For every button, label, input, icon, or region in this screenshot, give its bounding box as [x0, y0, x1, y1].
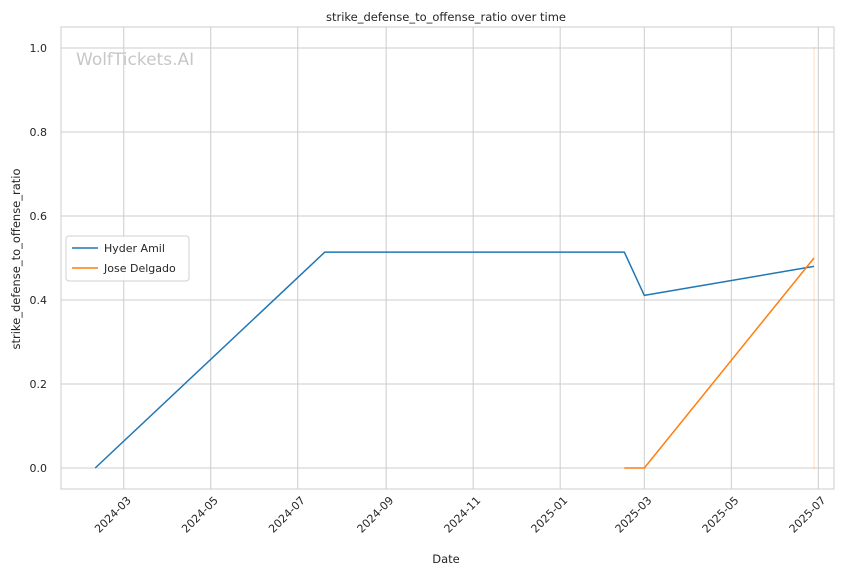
grid [61, 27, 834, 489]
x-tick-label: 2025-05 [700, 494, 742, 536]
x-tick-label: 2024-09 [355, 494, 397, 536]
x-tick-labels: 2024-03 2024-05 2024-07 2024-09 2024-11 2025-… [92, 494, 828, 536]
y-tick-label: 0.0 [30, 462, 48, 475]
x-tick-label: 2025-01 [529, 494, 571, 536]
plot-frame [60, 26, 835, 490]
legend-label: Hyder Amil [104, 242, 165, 255]
series-line-jose-delgado [624, 257, 815, 469]
y-tick-labels: 0.0 0.2 0.4 0.6 0.8 1.0 [30, 42, 48, 475]
y-tick-label: 0.4 [30, 294, 48, 307]
x-tick-label: 2024-05 [179, 494, 221, 536]
y-axis-label: strike_defense_to_offense_ratio [9, 168, 23, 349]
x-tick-label: 2024-07 [266, 494, 308, 536]
series-line-hyder-amil [94, 251, 815, 469]
chart-title: strike_defense_to_offense_ratio over tim… [326, 10, 566, 24]
y-tick-label: 0.6 [30, 210, 48, 223]
x-tick-label: 2024-11 [442, 494, 484, 536]
x-tick-label: 2025-03 [613, 494, 655, 536]
x-tick-label: 2024-03 [92, 494, 134, 536]
y-tick-label: 0.2 [30, 378, 48, 391]
legend: Hyder Amil Jose Delgado [65, 235, 190, 282]
watermark: WolfTickets.AI [76, 50, 194, 70]
x-tick-label: 2025-07 [787, 494, 829, 536]
legend-label: Jose Delgado [103, 262, 176, 275]
y-tick-label: 0.8 [30, 126, 48, 139]
y-tick-label: 1.0 [30, 42, 48, 55]
series-layer [94, 47, 815, 469]
x-axis-label: Date [432, 552, 460, 566]
